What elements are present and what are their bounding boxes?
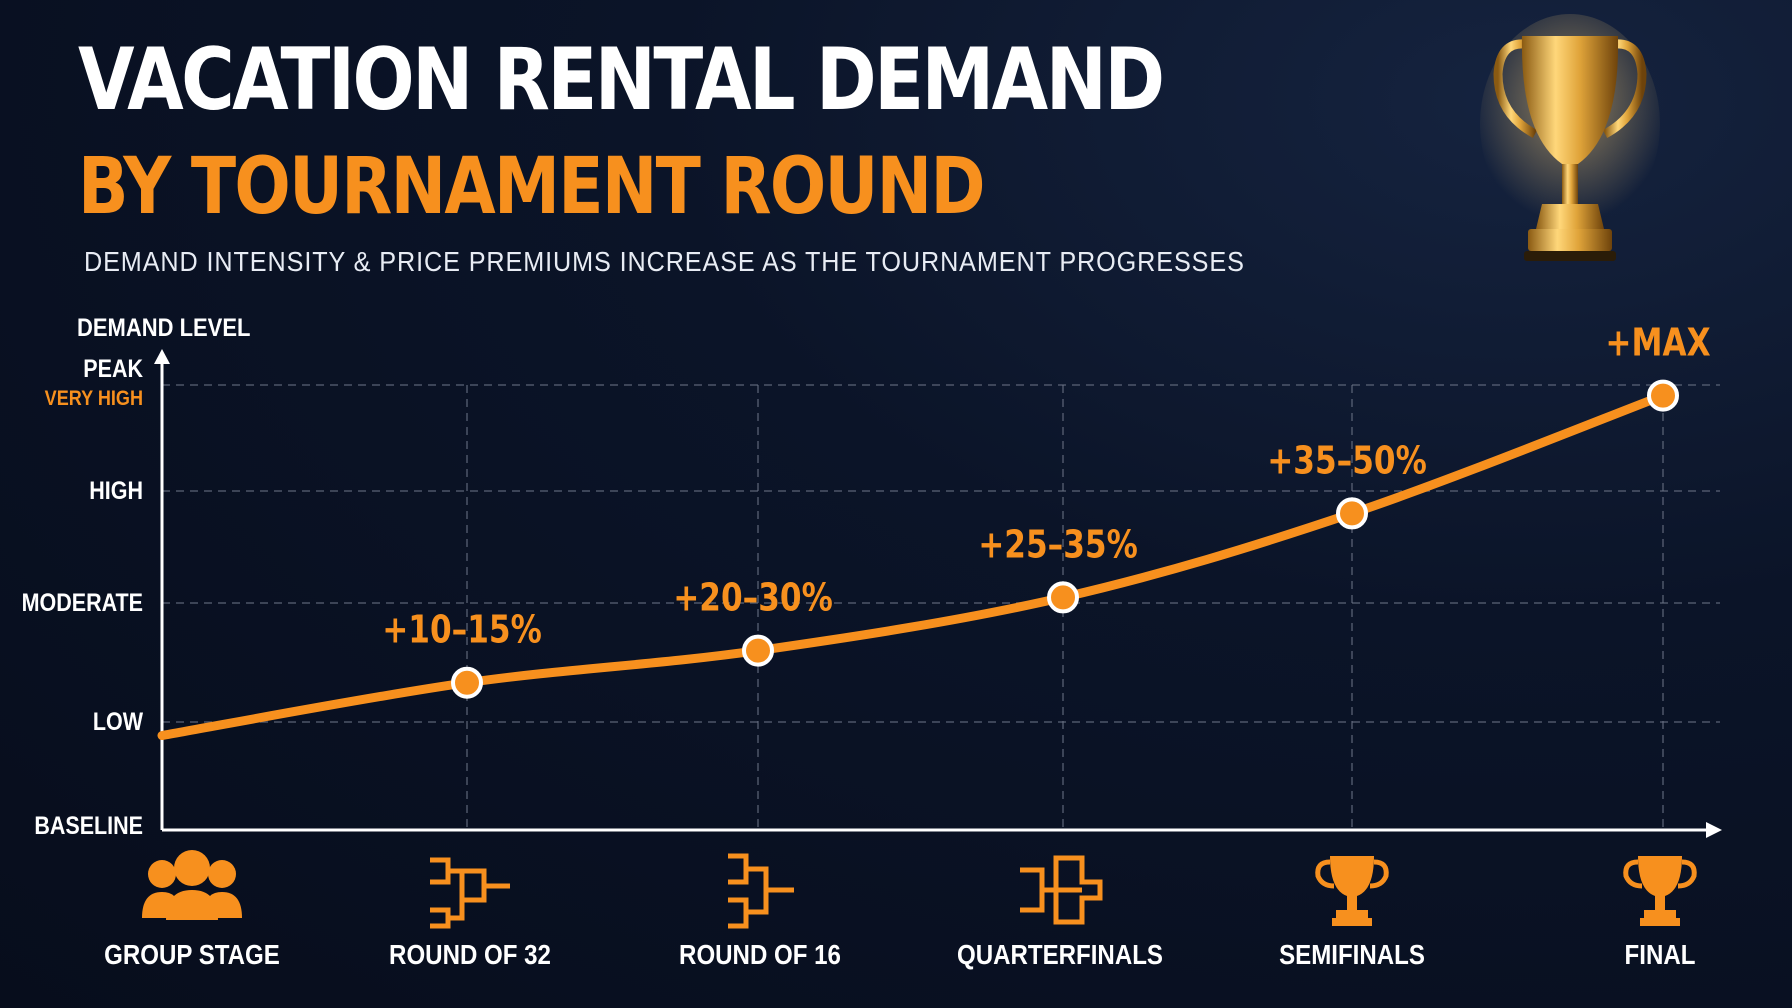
y-tick-label: MODERATE xyxy=(22,588,143,616)
data-label: +MAX xyxy=(1605,322,1710,366)
trophy-icon xyxy=(1315,856,1389,926)
x-tick-label: SEMIFINALS xyxy=(1279,938,1425,970)
page-subtitle: DEMAND INTENSITY & PRICE PREMIUMS INCREA… xyxy=(84,246,1245,277)
data-point xyxy=(1647,379,1679,412)
y-tick-label: BASELINE xyxy=(34,811,143,839)
data-label: +10–15% xyxy=(382,609,542,653)
trophy-icon xyxy=(1623,856,1697,926)
data-point xyxy=(742,634,774,667)
x-axis-arrow xyxy=(1706,822,1722,838)
data-point xyxy=(1047,581,1079,614)
trophy-icon xyxy=(1480,14,1660,261)
people-group-icon xyxy=(142,850,242,920)
page-title-subline: BY TOURNAMENT ROUND xyxy=(78,142,986,232)
y-axis-arrow xyxy=(154,349,170,364)
data-label: +35–50% xyxy=(1267,439,1427,483)
y-tick-label: HIGH xyxy=(89,476,143,504)
bracket-icon xyxy=(430,857,510,929)
data-label: +25–35% xyxy=(978,523,1138,567)
bracket-icon xyxy=(728,853,794,929)
x-tick-label: ROUND OF 32 xyxy=(389,938,551,970)
y-tick-label: PEAK xyxy=(83,354,143,382)
page-title: VACATION RENTAL DEMAND xyxy=(78,30,1165,130)
y-tick-sublabel: VERY HIGH xyxy=(45,387,143,411)
x-tick-label: GROUP STAGE xyxy=(104,938,280,970)
x-tick-label: QUARTERFINALS xyxy=(957,938,1163,970)
y-tick-label: LOW xyxy=(93,707,143,735)
data-label: +20–30% xyxy=(673,577,833,621)
data-point xyxy=(451,666,483,699)
y-axis-title: DEMAND LEVEL xyxy=(77,314,250,342)
series-line xyxy=(157,391,1668,741)
x-tick-label: ROUND OF 16 xyxy=(679,938,841,970)
x-tick-label: FINAL xyxy=(1625,938,1696,970)
data-point xyxy=(1336,497,1368,530)
bracket-icon xyxy=(1020,855,1103,925)
